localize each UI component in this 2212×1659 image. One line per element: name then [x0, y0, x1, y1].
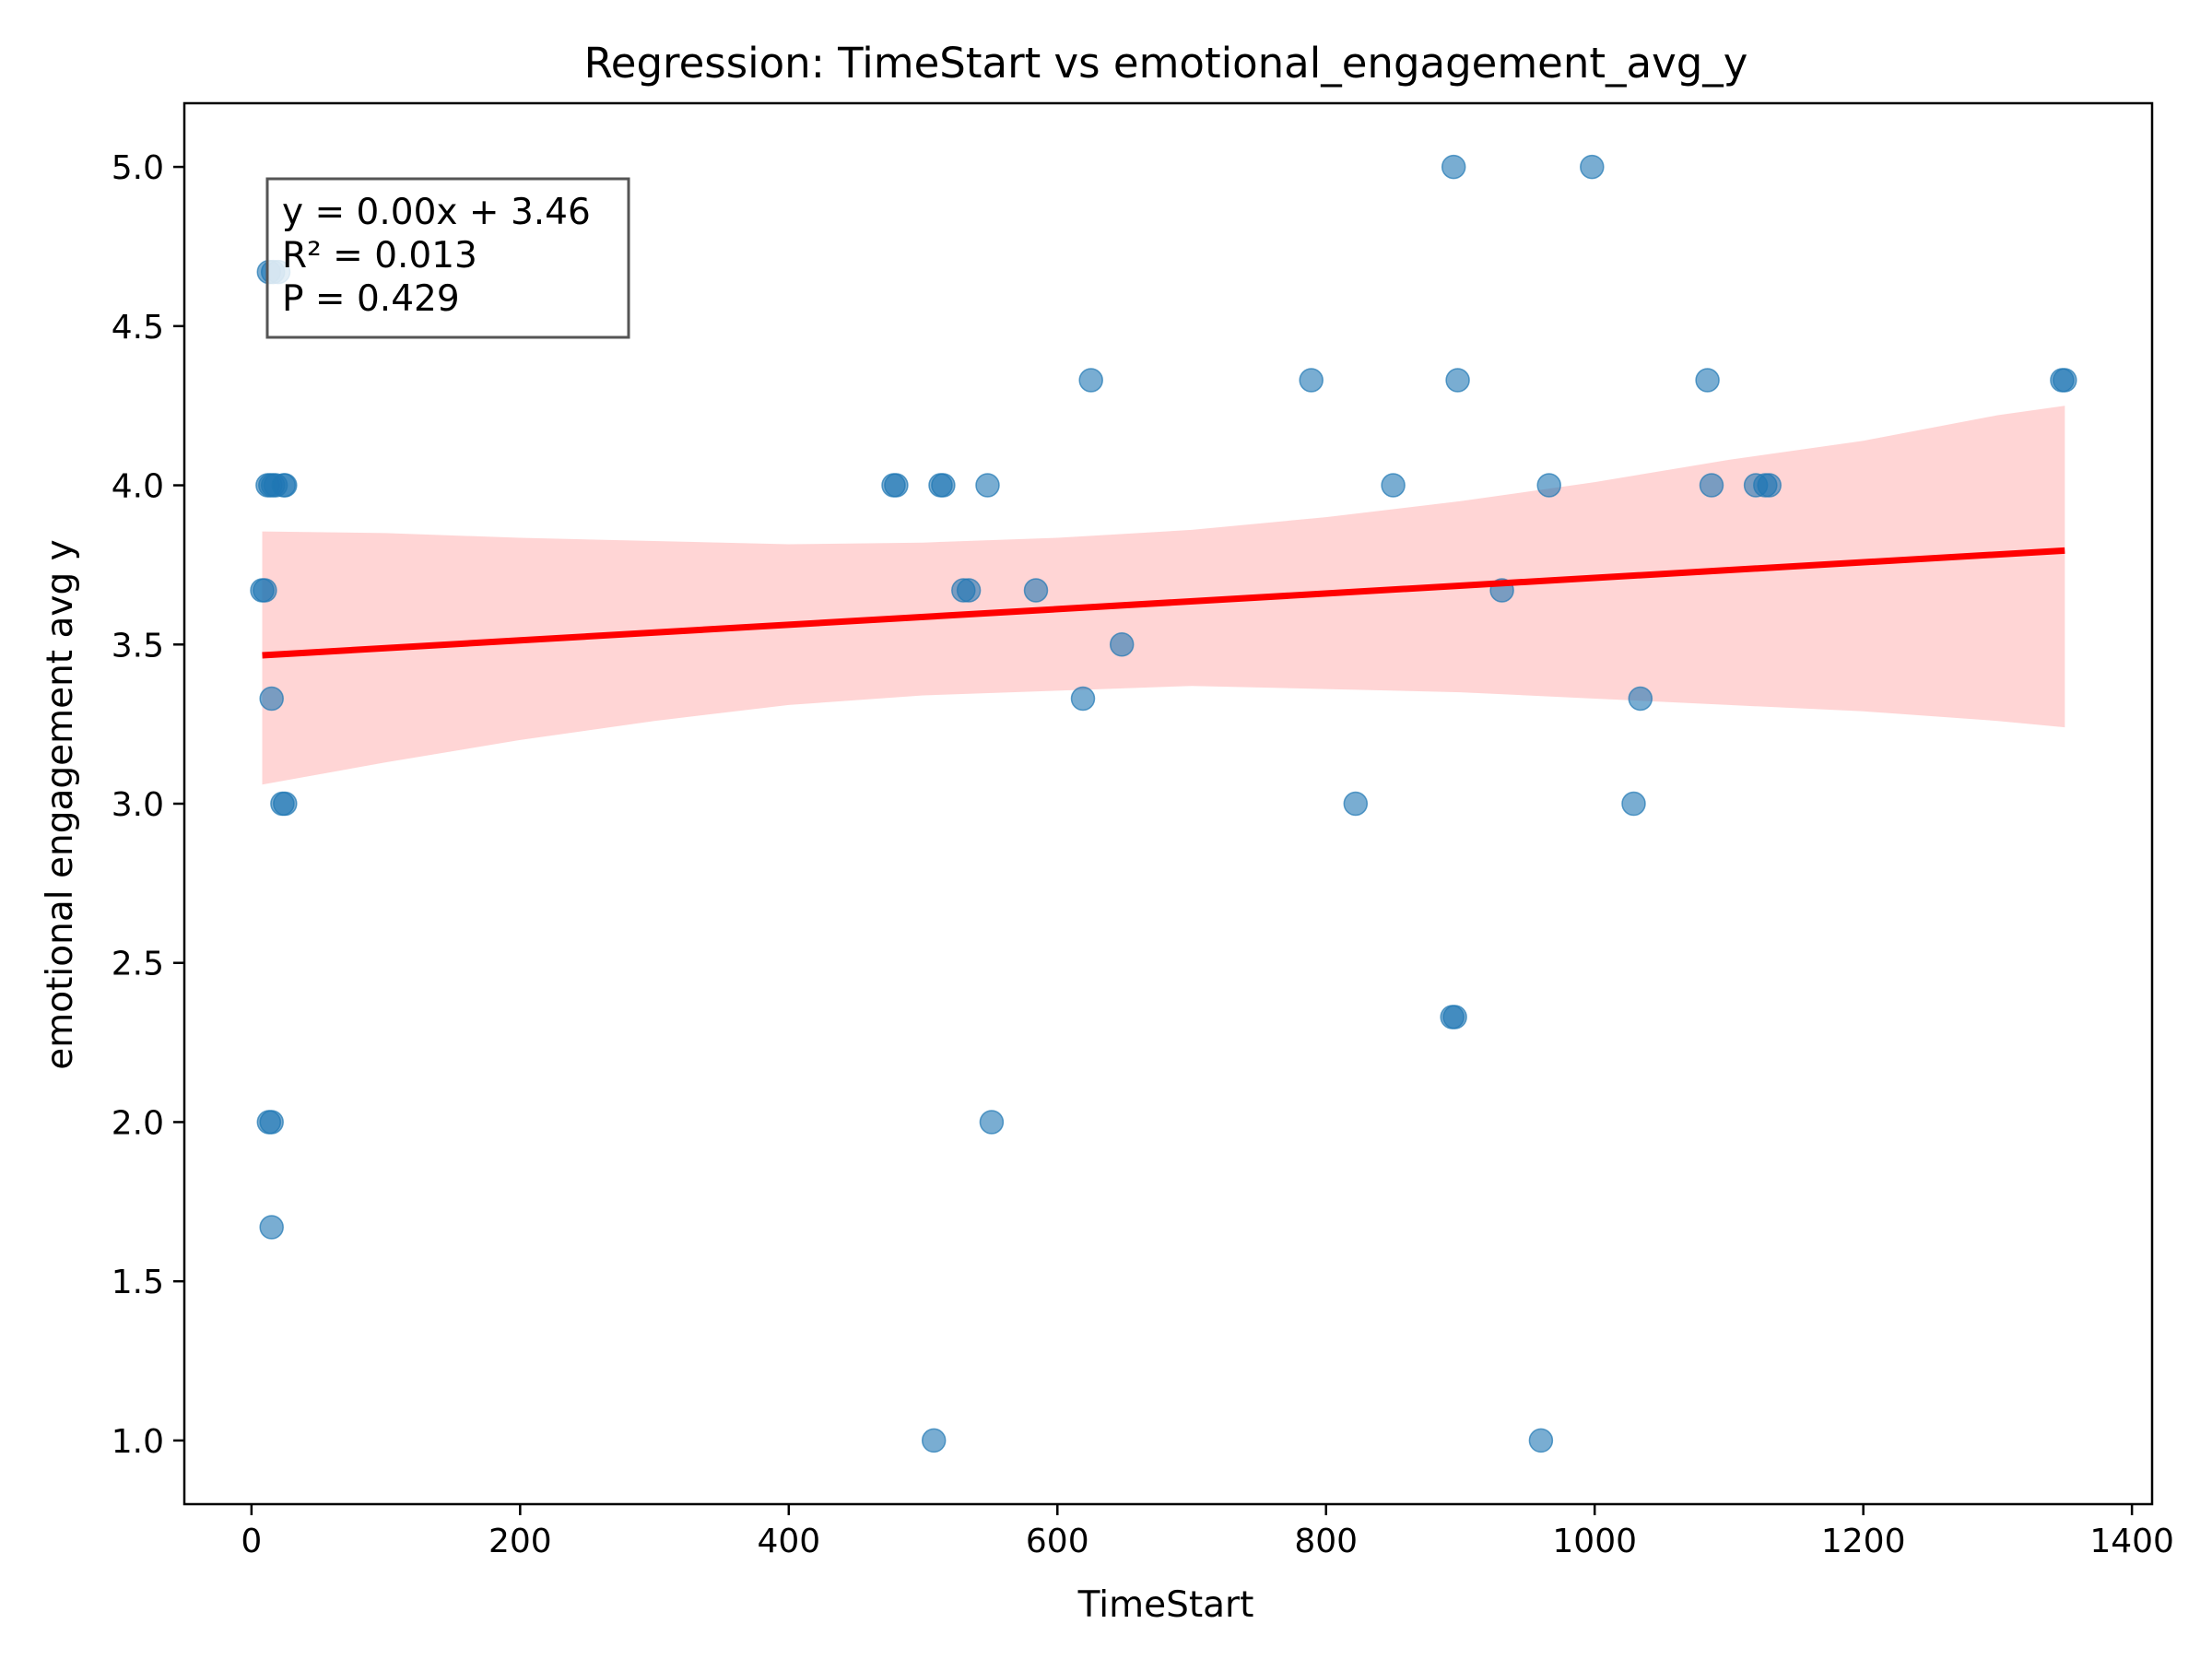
data-point: [1699, 473, 1724, 498]
data-point: [931, 473, 956, 498]
data-point: [1621, 791, 1646, 817]
stats-p-value: P = 0.429: [282, 278, 460, 320]
y-axis-ticks: 1.0 1.5 2.0 2.5 3.0 3.5 4.0 4.5 5.0: [112, 149, 184, 1461]
data-point: [2053, 368, 2077, 393]
y-tick-label: 4.5: [112, 309, 164, 347]
x-tick-label: 200: [488, 1523, 552, 1560]
y-tick-label: 1.5: [112, 1264, 164, 1301]
x-tick-label: 1000: [1552, 1523, 1637, 1560]
y-tick-label: 4.0: [112, 468, 164, 506]
confidence-band: [262, 406, 2065, 785]
x-tick-label: 600: [1026, 1523, 1089, 1560]
data-point: [259, 686, 284, 712]
data-point: [1695, 368, 1720, 393]
y-axis-label: emotional engagement avg y: [40, 539, 81, 1069]
x-tick-label: 0: [241, 1523, 262, 1560]
data-point: [975, 473, 1000, 498]
regression-stats-box: y = 0.00x + 3.46 R² = 0.013 P = 0.429: [265, 177, 630, 339]
y-tick-label: 2.0: [112, 1104, 164, 1142]
data-point: [1109, 632, 1135, 657]
confidence-band-layer: [262, 406, 2065, 785]
data-point: [1441, 154, 1466, 180]
x-tick-label: 1400: [2089, 1523, 2174, 1560]
data-point: [884, 473, 909, 498]
y-tick-label: 3.0: [112, 786, 164, 824]
regression-line-layer: [262, 547, 2065, 659]
data-point: [1580, 154, 1605, 180]
data-point: [1536, 473, 1561, 498]
stats-equation: y = 0.00x + 3.46: [282, 192, 591, 233]
y-tick-label: 3.5: [112, 627, 164, 665]
x-tick-label: 1200: [1821, 1523, 1906, 1560]
stats-box-frame: [265, 177, 630, 339]
data-point: [979, 1110, 1005, 1135]
data-point: [1343, 791, 1369, 817]
data-point: [1023, 578, 1049, 603]
data-point: [1628, 686, 1653, 712]
points-layer: [250, 154, 2077, 1453]
data-point: [1528, 1428, 1554, 1453]
x-axis-label: TimeStart: [1077, 1584, 1254, 1626]
data-point: [259, 1215, 284, 1240]
y-tick-label: 2.5: [112, 946, 164, 983]
data-point: [921, 1428, 947, 1453]
chart-title: Regression: TimeStart vs emotional_engag…: [584, 39, 1748, 88]
x-axis-ticks: 0 200 400 600 800 1000 1200 1400: [241, 1504, 2174, 1560]
data-point: [1078, 368, 1103, 393]
x-tick-label: 400: [757, 1523, 820, 1560]
data-point: [1381, 473, 1406, 498]
data-point: [1757, 473, 1782, 498]
data-point: [273, 791, 298, 817]
regression-line: [262, 547, 2065, 659]
data-point: [1445, 368, 1470, 393]
stats-r-squared: R² = 0.013: [282, 235, 477, 276]
data-point: [273, 473, 298, 498]
data-point: [253, 578, 277, 603]
data-point: [259, 1110, 284, 1135]
data-point: [1070, 686, 1096, 712]
x-tick-label: 800: [1294, 1523, 1358, 1560]
data-point: [956, 578, 982, 603]
y-tick-label: 1.0: [112, 1423, 164, 1461]
data-point: [1442, 1005, 1467, 1030]
data-point: [1299, 368, 1324, 393]
y-tick-label: 5.0: [112, 149, 164, 187]
